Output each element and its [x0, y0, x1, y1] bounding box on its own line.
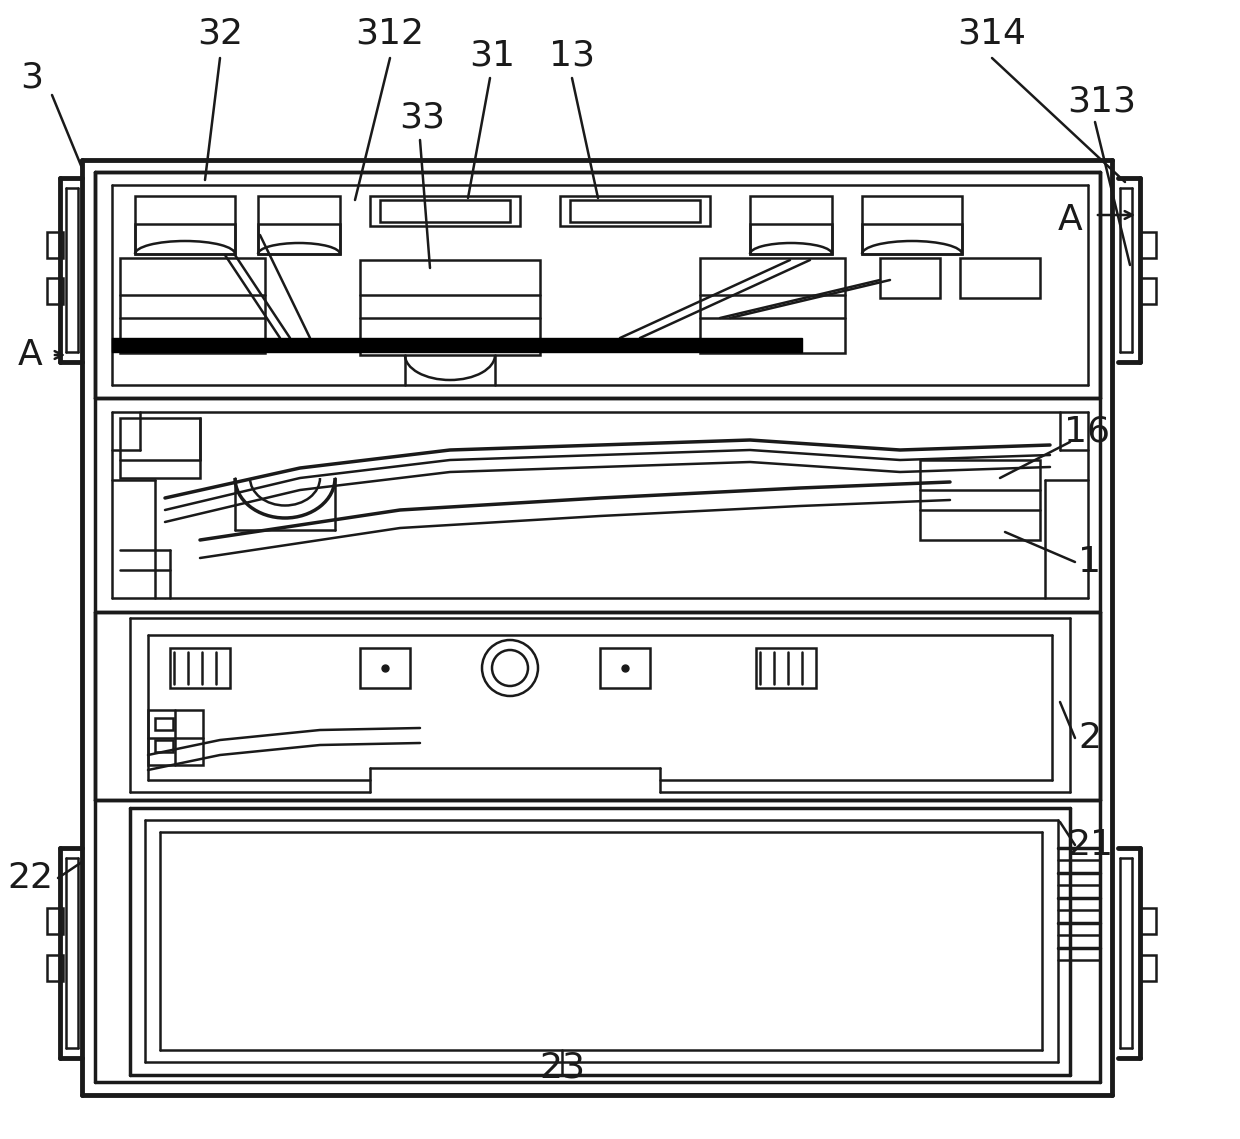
- Bar: [135, 224, 236, 254]
- Bar: [756, 648, 816, 688]
- Text: 33: 33: [399, 101, 445, 136]
- Text: 314: 314: [957, 17, 1027, 51]
- Text: 23: 23: [539, 1051, 585, 1085]
- Text: 313: 313: [1068, 85, 1137, 118]
- Bar: [47, 908, 63, 934]
- Bar: [750, 224, 832, 254]
- Text: 22: 22: [7, 861, 53, 895]
- Bar: [920, 460, 1040, 540]
- Bar: [155, 718, 174, 730]
- Bar: [47, 232, 63, 259]
- Text: 3: 3: [21, 62, 43, 95]
- Text: 312: 312: [356, 17, 424, 51]
- Text: A: A: [17, 338, 42, 372]
- Bar: [258, 196, 340, 254]
- Text: A: A: [1058, 203, 1083, 237]
- Bar: [360, 260, 539, 355]
- Bar: [112, 338, 802, 352]
- Bar: [570, 200, 701, 222]
- Bar: [1140, 954, 1156, 981]
- Bar: [880, 259, 940, 298]
- Text: 2: 2: [1079, 721, 1101, 755]
- Bar: [862, 224, 962, 254]
- Bar: [360, 648, 410, 688]
- Bar: [155, 740, 174, 752]
- Text: 32: 32: [197, 17, 243, 51]
- Bar: [120, 418, 200, 478]
- Bar: [701, 259, 844, 353]
- Bar: [170, 648, 229, 688]
- Text: 16: 16: [1064, 415, 1110, 449]
- Bar: [1140, 232, 1156, 259]
- Bar: [1140, 278, 1156, 304]
- Bar: [600, 648, 650, 688]
- Bar: [47, 278, 63, 304]
- Bar: [370, 196, 520, 226]
- Bar: [258, 224, 340, 254]
- Bar: [120, 259, 265, 353]
- Bar: [862, 196, 962, 254]
- Text: 1: 1: [1079, 544, 1101, 579]
- Text: 31: 31: [469, 38, 515, 72]
- Bar: [148, 710, 203, 765]
- Bar: [47, 954, 63, 981]
- Bar: [379, 200, 510, 222]
- Bar: [1140, 908, 1156, 934]
- Text: 13: 13: [549, 38, 595, 72]
- Bar: [135, 196, 236, 254]
- Bar: [960, 259, 1040, 298]
- Text: 21: 21: [1066, 828, 1114, 862]
- Bar: [750, 196, 832, 254]
- Bar: [560, 196, 711, 226]
